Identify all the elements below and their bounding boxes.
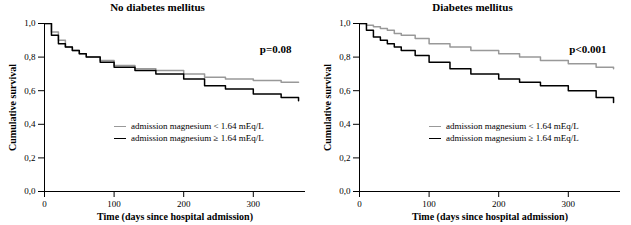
svg-text:0,8: 0,8 [339,52,351,62]
svg-text:300: 300 [247,199,261,209]
html-text:Diabetes mellitus: Diabetes mellitus [432,1,513,13]
svg-text:0,2: 0,2 [339,153,350,163]
svg-text:0,6: 0,6 [24,86,36,96]
svg-text:200: 200 [492,199,506,209]
svg-text:100: 100 [422,199,436,209]
svg-text:0: 0 [42,199,47,209]
svg-text:0: 0 [357,199,362,209]
svg-text:0,4: 0,4 [339,119,351,129]
html-text:admission magnesium < 1.64 mEq: admission magnesium < 1.64 mEq/L [131,121,264,131]
html-text:No diabetes mellitus: No diabetes mellitus [110,1,205,13]
svg-text:Cumulative survival: Cumulative survival [7,64,18,151]
svg-text:0,8: 0,8 [24,52,36,62]
svg-text:1,0: 1,0 [24,18,36,28]
svg-text:1,0: 1,0 [339,18,351,28]
svg-text:Cumulative survival: Cumulative survival [322,64,333,151]
svg-text:0,6: 0,6 [339,86,351,96]
svg-text:0,4: 0,4 [24,119,36,129]
svg-text:0,0: 0,0 [339,186,351,196]
svg-text:200: 200 [177,199,191,209]
svg-text:Time (days since hospital admi: Time (days since hospital admission) [97,211,253,223]
svg-text:p=0.08: p=0.08 [260,43,292,55]
html-text:admission magnesium ≥ 1.64 mEq: admission magnesium ≥ 1.64 mEq/L [131,133,264,143]
svg-text:0,2: 0,2 [24,153,35,163]
svg-text:100: 100 [107,199,121,209]
svg-text:300: 300 [562,199,576,209]
html-text:admission magnesium < 1.64 mEq: admission magnesium < 1.64 mEq/L [446,121,579,131]
svg-text:p<0.001: p<0.001 [569,43,606,55]
html-text:admission magnesium ≥ 1.64 mEq: admission magnesium ≥ 1.64 mEq/L [446,133,579,143]
svg-text:Time (days since hospital admi: Time (days since hospital admission) [412,211,568,223]
svg-text:0,0: 0,0 [24,186,36,196]
